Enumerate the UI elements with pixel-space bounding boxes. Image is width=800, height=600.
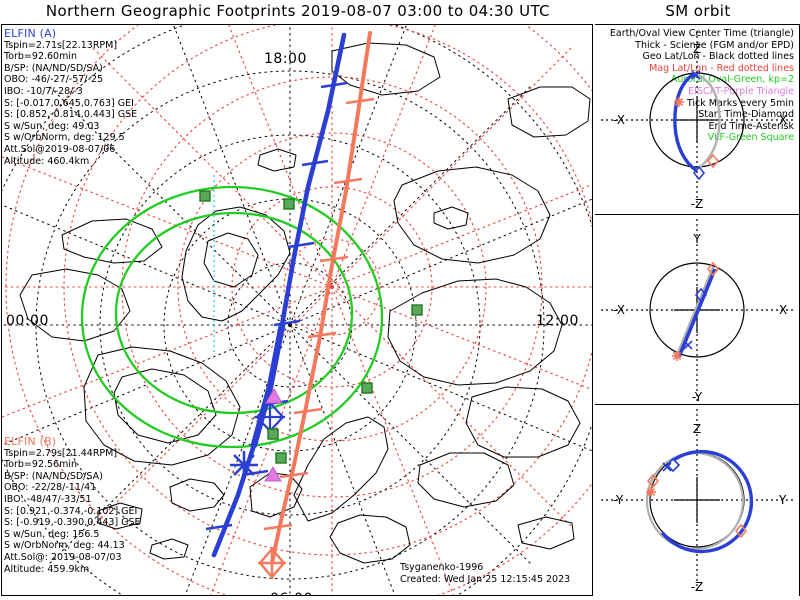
legend-item-0: Earth/Oval View Center Time (triangle)	[609, 28, 794, 39]
sm-xy-elfin-b-markers	[672, 261, 720, 361]
elfin-b-line-0: Tspin=2.79s[21.44RPM]	[4, 447, 118, 459]
elfin-a-line-7: S w/Sun, deg: 49.03	[4, 120, 100, 132]
elfin-b-info-panel: ELFIN (B) Tspin=2.79s[21.44RPM] Torb=92.…	[4, 436, 141, 575]
geographic-footprint-map[interactable]: 18:00 00:00 12:00 06:00	[1, 24, 593, 596]
elfin-a-line-1: Torb=92.60min	[4, 51, 78, 63]
elfin-a-name: ELFIN (A)	[4, 27, 57, 40]
elfin-b-line-9: Att.Sol@: 2019-08-07/03	[4, 551, 122, 563]
map-svg	[2, 25, 592, 595]
elfin-b-line-2: B/SP: (NA/ND/SD/SA)	[4, 470, 103, 482]
sm-xy-left-label: -X	[613, 303, 625, 317]
elfin-b-tick-marks	[263, 97, 375, 531]
page-title: Northern Geographic Footprints 2019-08-0…	[45, 2, 551, 20]
elfin-b-name: ELFIN (B)	[4, 435, 57, 448]
elfin-a-end-asterisk	[230, 451, 258, 479]
footer-model: Tsyganenko-1996	[400, 562, 484, 573]
elfin-b-line-6: S: [-0.919,-0.390,0.443] GSE	[4, 517, 141, 529]
elfin-a-track	[205, 32, 348, 558]
sm-yz-right-label: Y	[778, 493, 787, 507]
sm-panel-xy[interactable]: Y -Y -X X	[595, 214, 799, 404]
sm-xy-right-label: X	[779, 303, 787, 317]
eiscat-triangles	[264, 387, 283, 482]
sm-yz-elfin-b-markers	[646, 473, 748, 539]
map-clock-label-06: 06:00	[270, 591, 313, 595]
legend-item-7: Start Time-Diamond	[698, 109, 794, 121]
sm-xz-elfin-a-markers	[691, 70, 706, 181]
sm-panel-xz[interactable]: Z -Z -X X	[595, 24, 799, 214]
elfin-a-line-5: S: [-0.017,0.645,0.763] GEI	[4, 97, 134, 109]
elfin-b-line-4: IBO: -48/47/-33/51	[4, 493, 92, 505]
sm-xy-bottom-label: -Y	[692, 390, 703, 404]
sm-xz-elfin-b-markers	[674, 97, 720, 169]
elfin-a-line-0: Tspin=2.71s[22.13RPM]	[4, 39, 118, 51]
sm-xz-right-label: X	[779, 113, 787, 127]
legend-item-9: VLF-Green Square	[707, 132, 794, 144]
sm-xz-top-label: Z	[693, 42, 701, 56]
elfin-a-line-10: Altitude: 460.4km	[4, 155, 90, 167]
elfin-b-line-10: Altitude: 459.9km	[4, 563, 90, 575]
legend-item-1: Thick - Science (FGM and/or EPD)	[635, 39, 794, 51]
sm-xz-left-label: -X	[613, 113, 625, 127]
legend-item-2: Geo Lat/Lon - Black dotted lines	[642, 51, 794, 63]
elfin-a-tick-marks	[205, 81, 348, 531]
elfin-b-start-diamond	[258, 547, 286, 579]
auroral-oval	[80, 185, 384, 449]
elfin-b-line-3: OBO: -22/28/-11/41	[4, 482, 97, 494]
vlf-squares	[199, 190, 423, 464]
elfin-a-line-9: Att.Sol@2019-08-07/06	[4, 143, 116, 155]
map-clock-label-18: 18:00	[264, 51, 307, 67]
sm-xy-elfin-a-markers	[683, 287, 708, 350]
elfin-a-line-3: OBO: -46/-27/-57/-25	[4, 74, 104, 86]
sm-orbit-column: Z -Z -X X	[595, 24, 799, 596]
map-clock-label-00: 00:00	[6, 313, 49, 329]
elfin-b-line-7: S w/Sun, deg: 156.5	[4, 528, 100, 540]
elfin-b-track	[258, 31, 375, 579]
elfin-a-info-panel: ELFIN (A) Tspin=2.71s[22.13RPM] Torb=92.…	[4, 28, 137, 167]
sm-panel-yz[interactable]: Z -Z -Y Y	[595, 404, 799, 594]
elfin-b-line-5: S: [0.921,-0.374,-0.102] GEI	[4, 505, 138, 517]
sm-yz-top-label: Z	[693, 422, 701, 436]
sm-yz-bottom-label: -Z	[691, 580, 704, 594]
elfin-a-line-6: S: [0.852,-0.814,0.443] GSE	[4, 109, 138, 121]
legend-item-8: End Time-Asterisk	[708, 120, 794, 132]
sm-xz-bottom-label: -Z	[691, 197, 704, 211]
sm-orbit-title: SM orbit	[665, 2, 731, 20]
mag-latitude-lines	[5, 25, 592, 595]
legend-item-4: Auroral Oval-Green, kp=2	[670, 74, 794, 86]
elfin-a-line-4: IBO: -10/7/-28/-3	[4, 85, 83, 97]
elfin-b-line-1: Torb=92.56min	[4, 459, 78, 471]
map-footer: Tsyganenko-1996 Created: Wed Jan 25 12:1…	[400, 562, 570, 586]
elfin-b-line-8: S w/OrbNorm, deg: 44.13	[4, 540, 125, 552]
sm-yz-left-label: -Y	[613, 493, 624, 507]
legend-item-3: Mag Lat/Lon - Red dotted lines	[649, 62, 794, 74]
elfin-a-line-2: B/SP: (NA/ND/SD/SA)	[4, 62, 103, 74]
sm-yz-elfin-a-markers	[662, 457, 681, 473]
sm-xy-top-label: Y	[692, 232, 701, 246]
elfin-a-line-8: S w/OrbNorm, deg: 129.5	[4, 132, 125, 144]
map-clock-label-12: 12:00	[536, 313, 579, 329]
legend-item-5: EISCAT-Purple Triangle	[688, 85, 794, 97]
footer-created: Created: Wed Jan 25 12:15:45 2023	[400, 574, 571, 585]
